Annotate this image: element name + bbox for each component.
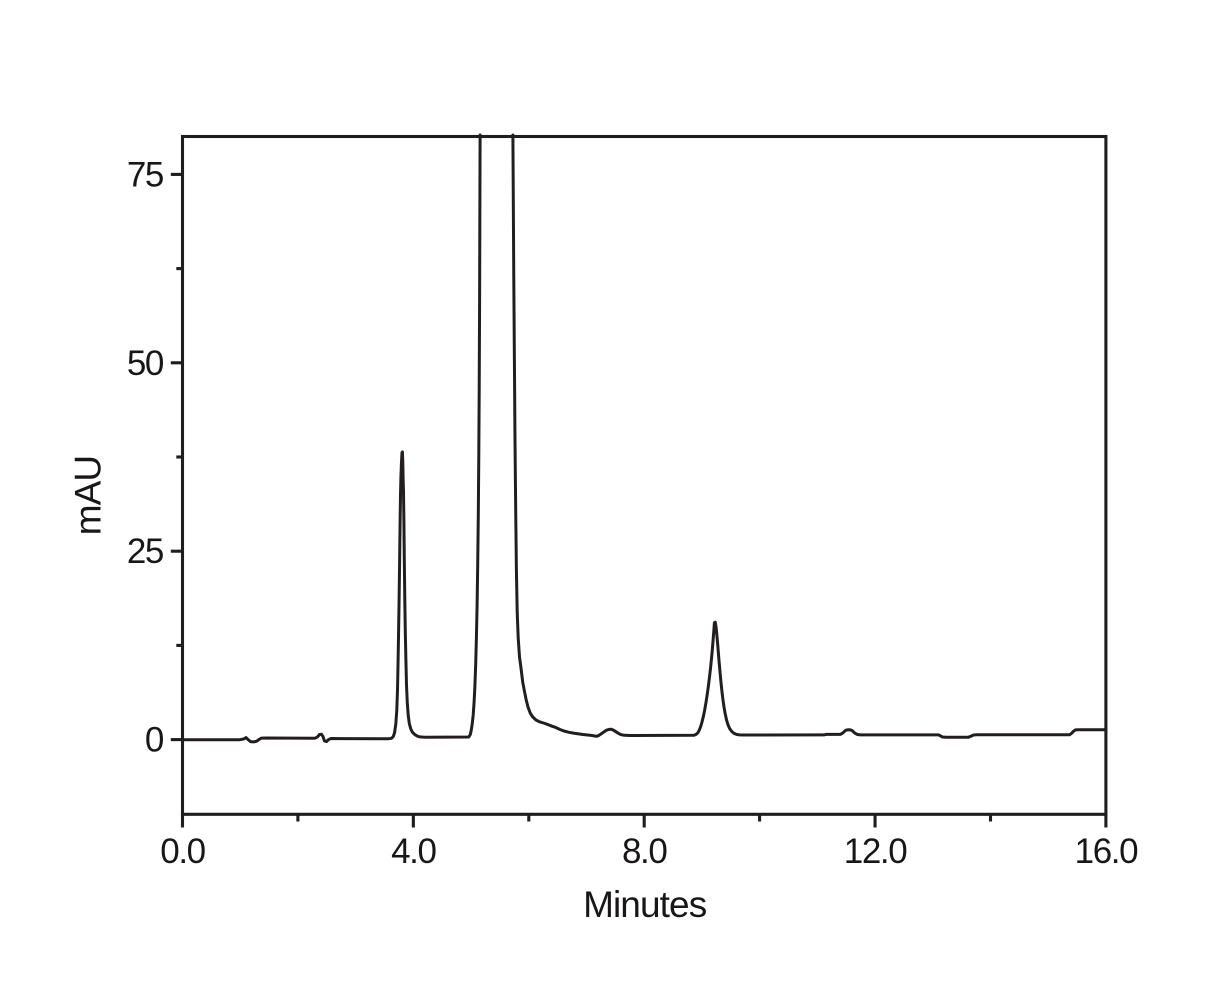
svg-text:0: 0 [145, 721, 164, 760]
svg-text:8.0: 8.0 [622, 832, 667, 871]
svg-text:12.0: 12.0 [844, 832, 907, 871]
svg-text:16.0: 16.0 [1075, 832, 1138, 871]
svg-text:50: 50 [127, 344, 164, 383]
svg-text:0.0: 0.0 [160, 832, 205, 871]
svg-text:mAU: mAU [68, 456, 109, 536]
svg-text:25: 25 [127, 532, 163, 571]
svg-text:4.0: 4.0 [391, 832, 436, 871]
svg-text:75: 75 [127, 155, 163, 194]
svg-text:Minutes: Minutes [583, 884, 707, 925]
